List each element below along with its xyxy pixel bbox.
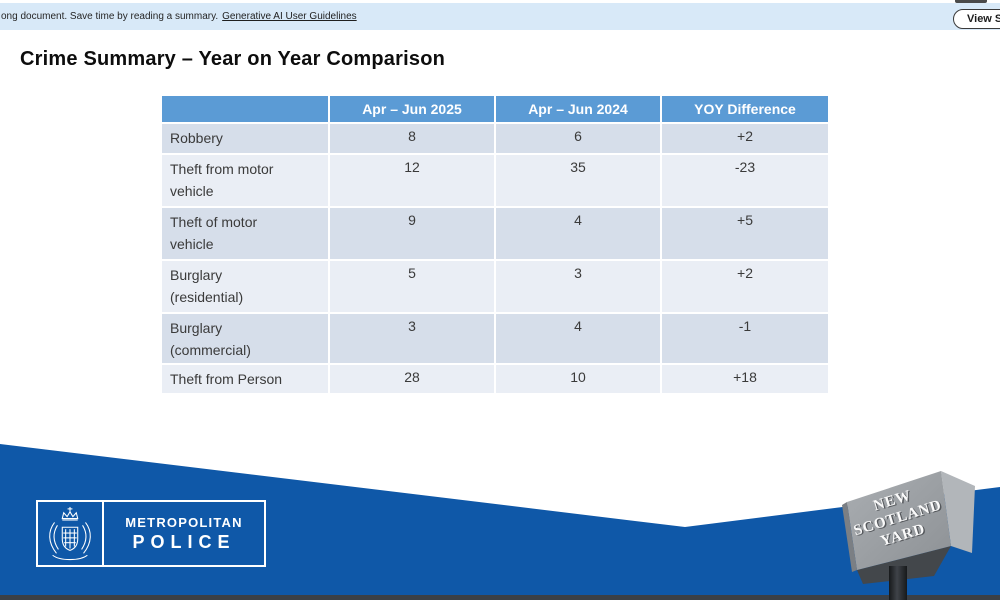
table-row: Burglary (commercial) 3 4 -1 — [162, 314, 828, 363]
value-diff: -1 — [662, 314, 828, 363]
met-police-logo: METROPOLITAN POLICE — [36, 500, 266, 567]
value-2024: 35 — [496, 155, 660, 206]
met-police-crest-icon — [38, 502, 104, 565]
row-label: Burglary (residential) — [162, 261, 328, 312]
browser-element-fragment — [955, 0, 987, 3]
row-label: Theft from Person — [162, 365, 328, 393]
notice-message: ong document. Save time by reading a sum… — [1, 11, 219, 22]
row-label: Robbery — [162, 124, 328, 153]
table-row: Theft from motor vehicle 12 35 -23 — [162, 155, 828, 206]
value-diff: +5 — [662, 208, 828, 259]
row-label: Theft of motor vehicle — [162, 208, 328, 259]
value-2025: 3 — [330, 314, 494, 363]
table-row: Theft of motor vehicle 9 4 +5 — [162, 208, 828, 259]
value-diff: -23 — [662, 155, 828, 206]
table-row: Burglary (residential) 5 3 +2 — [162, 261, 828, 312]
view-summary-button[interactable]: View Summ — [953, 9, 1000, 29]
header-yoy: YOY Difference — [662, 96, 828, 122]
met-logo-line2: POLICE — [132, 531, 236, 552]
ai-summary-notice-bar: ong document. Save time by reading a sum… — [0, 3, 1000, 30]
value-2024: 10 — [496, 365, 660, 393]
table-header-row: Apr – Jun 2025 Apr – Jun 2024 YOY Differ… — [162, 96, 828, 122]
value-diff: +18 — [662, 365, 828, 393]
ai-guidelines-link[interactable]: Generative AI User Guidelines — [222, 11, 357, 22]
value-2024: 4 — [496, 314, 660, 363]
header-category — [162, 96, 328, 122]
value-2024: 4 — [496, 208, 660, 259]
row-label: Burglary (commercial) — [162, 314, 328, 363]
value-2024: 3 — [496, 261, 660, 312]
value-diff: +2 — [662, 124, 828, 153]
value-2025: 12 — [330, 155, 494, 206]
row-label: Theft from motor vehicle — [162, 155, 328, 206]
footer-bottom-strip — [0, 595, 1000, 600]
value-2025: 5 — [330, 261, 494, 312]
header-2025: Apr – Jun 2025 — [330, 96, 494, 122]
value-2025: 8 — [330, 124, 494, 153]
value-2025: 9 — [330, 208, 494, 259]
page-title: Crime Summary – Year on Year Comparison — [20, 48, 446, 70]
value-diff: +2 — [662, 261, 828, 312]
table-row: Robbery 8 6 +2 — [162, 124, 828, 153]
new-scotland-yard-sign: NEW SCOTLAND YARD NEW SCOTLAND YARD — [842, 471, 975, 584]
table-row: Theft from Person 28 10 +18 — [162, 365, 828, 393]
crime-summary-table: Apr – Jun 2025 Apr – Jun 2024 YOY Differ… — [160, 94, 830, 395]
header-2024: Apr – Jun 2024 — [496, 96, 660, 122]
sign-pole — [889, 566, 907, 600]
value-2024: 6 — [496, 124, 660, 153]
met-police-wordmark: METROPOLITAN POLICE — [104, 502, 264, 565]
met-logo-line1: METROPOLITAN — [125, 514, 243, 530]
value-2025: 28 — [330, 365, 494, 393]
